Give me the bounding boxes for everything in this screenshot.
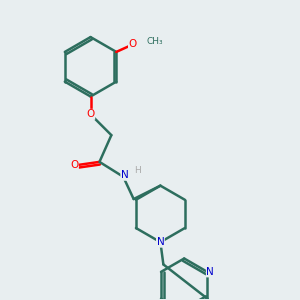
Text: O: O bbox=[86, 109, 95, 119]
Text: CH₃: CH₃ bbox=[146, 37, 163, 46]
Text: O: O bbox=[128, 40, 137, 50]
Text: H: H bbox=[134, 166, 140, 175]
Text: O: O bbox=[70, 160, 78, 170]
Text: N: N bbox=[206, 267, 214, 277]
Text: N: N bbox=[121, 170, 129, 180]
Text: N: N bbox=[157, 237, 164, 247]
